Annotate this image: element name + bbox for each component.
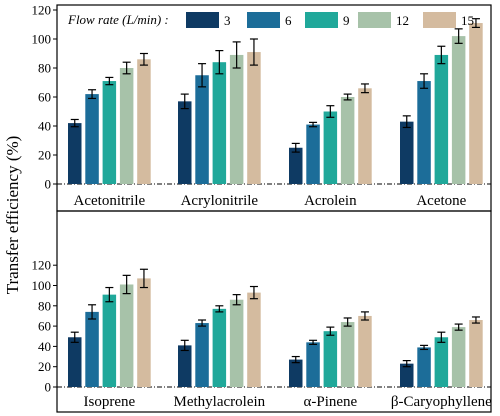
y-tick-label: 60 — [38, 90, 51, 105]
category-label: Acrolein — [304, 193, 357, 209]
y-tick-label: 40 — [38, 119, 51, 134]
bar — [178, 101, 192, 184]
bar — [434, 337, 449, 387]
legend-swatch — [305, 12, 338, 28]
bar — [212, 62, 227, 185]
chart-panel-1: 0 20 40 60 80 100 120 Acetonitrile Acrylonitrile… — [32, 3, 492, 212]
bar — [137, 59, 151, 184]
bar — [340, 97, 355, 184]
bar — [68, 337, 82, 387]
y-tick-label: 20 — [38, 148, 51, 163]
y-tick-label: 60 — [38, 319, 51, 334]
category-label: Acrylonitrile — [181, 193, 259, 209]
y-tick-label: 80 — [38, 61, 51, 76]
bar — [137, 278, 151, 387]
bar — [119, 68, 134, 184]
bar — [68, 123, 82, 184]
bar — [247, 52, 261, 184]
legend-label: 9 — [343, 13, 350, 28]
chart-panel-2: 0 20 40 60 80 100 120 Isoprene Methylacrolein α-P… — [32, 210, 492, 413]
bar — [178, 345, 192, 387]
bar — [102, 81, 117, 184]
legend-swatch — [358, 12, 391, 28]
bar — [417, 347, 431, 387]
y-tick-label: 0 — [45, 380, 52, 395]
bar — [229, 299, 244, 387]
legend-label: 6 — [285, 13, 292, 28]
category-label: Methylacrolein — [174, 394, 266, 410]
y-tick-label: 20 — [38, 359, 51, 374]
legend: Flow rate (L/min) : 3 6 9 12 15 — [67, 12, 474, 28]
bar — [306, 124, 320, 184]
bar — [289, 147, 303, 184]
bar — [119, 284, 134, 387]
bar — [85, 94, 99, 184]
y-tick-label: 120 — [32, 258, 52, 273]
legend-label: 3 — [224, 13, 231, 28]
bar — [323, 331, 338, 387]
bar — [400, 363, 414, 387]
legend-title: Flow rate (L/min) : — [67, 12, 169, 27]
bar — [451, 36, 466, 184]
bar — [247, 292, 261, 387]
bar — [289, 359, 303, 387]
bar — [195, 323, 209, 387]
bar — [195, 75, 209, 184]
bar — [85, 311, 99, 387]
bar — [212, 308, 227, 387]
bar — [451, 327, 466, 387]
category-label: Isoprene — [84, 394, 136, 410]
legend-label: 12 — [396, 13, 409, 28]
bar — [358, 88, 372, 184]
bar — [229, 54, 244, 185]
bar — [340, 322, 355, 387]
bar — [469, 23, 483, 184]
bar — [102, 294, 117, 387]
y-tick-label: 100 — [32, 278, 52, 293]
legend-label: 15 — [461, 13, 474, 28]
y-tick-label: 120 — [32, 3, 52, 18]
legend-swatch — [247, 12, 280, 28]
bar — [306, 342, 320, 387]
bar — [434, 54, 449, 185]
bar — [469, 320, 483, 387]
category-label: Acetonitrile — [74, 193, 146, 209]
y-tick-label: 100 — [32, 32, 52, 47]
panel-frame — [56, 210, 492, 413]
bar — [358, 315, 372, 387]
bar — [323, 111, 338, 184]
legend-swatch — [423, 12, 456, 28]
bar — [417, 81, 431, 184]
y-tick-label: 40 — [38, 339, 51, 354]
y-tick-label: 0 — [45, 177, 52, 192]
y-axis-label: Transfer efficiency (%) — [3, 136, 22, 295]
bar — [400, 121, 414, 184]
category-label: β-Caryophyllene — [391, 394, 492, 410]
y-tick-label: 80 — [38, 298, 51, 313]
category-label: α-Pinene — [304, 394, 358, 410]
legend-swatch — [186, 12, 219, 28]
category-label: Acetone — [416, 193, 466, 209]
